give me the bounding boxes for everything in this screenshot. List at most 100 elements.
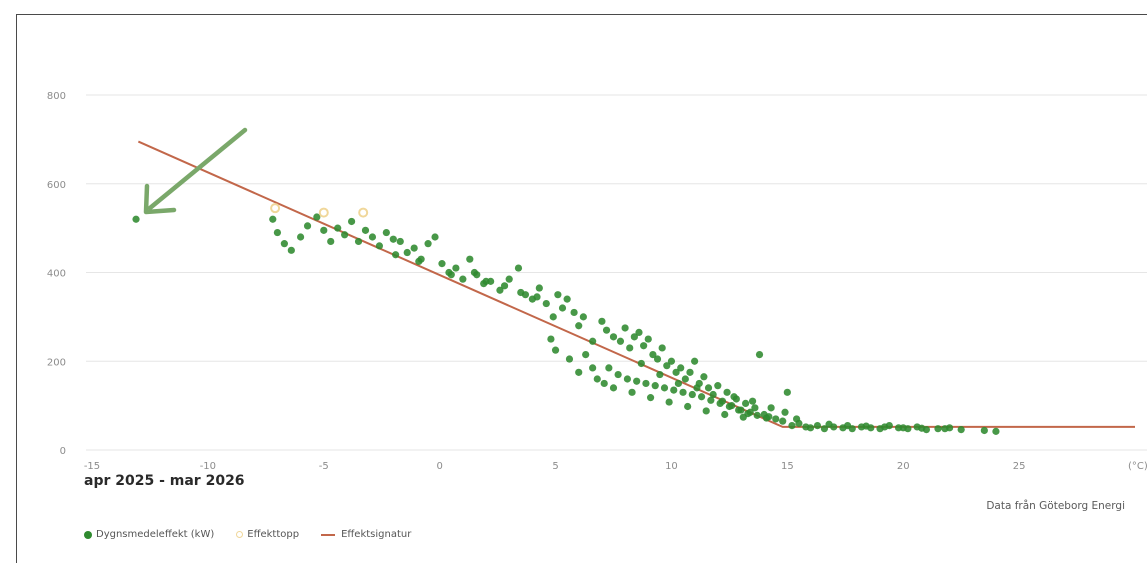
data-point xyxy=(735,406,743,414)
data-point xyxy=(709,390,717,399)
signature-line xyxy=(137,140,1135,428)
chart-frame xyxy=(16,14,1147,563)
data-point xyxy=(806,424,815,432)
data-point xyxy=(341,231,349,239)
data-point xyxy=(269,215,277,223)
data-point xyxy=(663,362,671,370)
data-point xyxy=(605,364,613,372)
data-point xyxy=(642,379,650,388)
data-point xyxy=(582,350,590,359)
data-point xyxy=(700,373,708,381)
y-tick-label: 200 xyxy=(47,357,66,368)
data-point xyxy=(609,333,618,341)
x-tick-label: 10 xyxy=(665,461,678,472)
data-point xyxy=(684,402,692,411)
data-point xyxy=(320,226,328,234)
data-point xyxy=(681,375,689,383)
data-point xyxy=(303,222,312,230)
data-point xyxy=(410,244,418,252)
data-point xyxy=(693,384,701,392)
data-point xyxy=(674,379,682,388)
data-point xyxy=(466,255,474,263)
data-point xyxy=(691,357,699,365)
data-point xyxy=(347,217,356,226)
peak-point xyxy=(318,207,329,218)
data-point xyxy=(633,377,641,385)
data-point xyxy=(748,397,757,405)
data-point xyxy=(579,313,587,321)
legend-line-icon xyxy=(321,533,336,536)
data-point xyxy=(992,427,1000,435)
data-point xyxy=(589,364,597,372)
data-point xyxy=(623,375,632,383)
data-point xyxy=(739,413,747,421)
data-point xyxy=(593,375,601,383)
data-point xyxy=(658,344,666,352)
data-point xyxy=(721,410,729,419)
data-point xyxy=(644,335,652,343)
data-point xyxy=(704,384,713,392)
arrow-shaft xyxy=(147,127,248,211)
data-point xyxy=(438,260,446,268)
x-tick-label: -10 xyxy=(200,461,216,472)
data-point xyxy=(600,379,608,388)
data-point xyxy=(334,224,342,232)
data-point xyxy=(667,357,676,365)
legend-item-daily: Dygnsmedeleffekt (kW) xyxy=(84,529,214,540)
legend-ring-icon xyxy=(236,531,244,538)
data-point xyxy=(570,308,578,317)
data-source-label: Data från Göteborg Energi xyxy=(986,500,1125,512)
data-point xyxy=(762,414,771,422)
data-point xyxy=(653,355,662,363)
data-point xyxy=(297,233,305,241)
data-point xyxy=(941,425,949,433)
peak-point xyxy=(358,207,369,218)
data-point xyxy=(589,337,597,345)
data-point xyxy=(751,404,759,412)
legend-item-peak: Effekttopp xyxy=(236,529,299,540)
data-point xyxy=(375,242,384,250)
y-tick-label: 800 xyxy=(47,91,66,102)
data-point xyxy=(980,426,988,435)
data-point xyxy=(779,417,787,425)
x-tick-label: 5 xyxy=(552,461,558,472)
chart-title: apr 2025 - mar 2026 xyxy=(84,473,245,489)
data-point xyxy=(788,421,796,430)
data-point xyxy=(772,415,780,423)
annotation-arrow-group xyxy=(143,127,248,215)
data-point xyxy=(389,235,397,243)
peak-point xyxy=(270,203,281,214)
data-point xyxy=(686,368,694,376)
data-point xyxy=(825,420,833,428)
data-point xyxy=(820,425,829,433)
data-point xyxy=(616,337,625,345)
data-point xyxy=(382,228,390,237)
signature-line-group xyxy=(137,140,1135,428)
daily-points-group xyxy=(132,213,1000,435)
x-tick-label: 0 xyxy=(436,461,442,472)
data-point xyxy=(609,384,618,392)
data-point xyxy=(558,304,567,312)
data-point xyxy=(646,394,655,402)
data-point xyxy=(714,382,722,390)
data-point xyxy=(707,396,715,404)
x-tick-label: -5 xyxy=(319,461,329,472)
data-point xyxy=(702,407,710,415)
data-point xyxy=(621,324,629,332)
data-point xyxy=(535,284,543,292)
x-axis-ticks: -15 -10 -5 0 5 10 15 20 25 (°C) xyxy=(84,461,1147,472)
data-point xyxy=(482,277,490,285)
data-point xyxy=(287,246,295,254)
y-tick-label: 0 xyxy=(60,446,66,457)
data-point xyxy=(716,399,724,408)
data-point xyxy=(626,344,634,352)
data-point xyxy=(514,264,523,272)
data-point xyxy=(651,382,659,390)
legend-label-signature: Effektsignatur xyxy=(341,529,412,540)
data-point xyxy=(934,425,942,433)
data-point xyxy=(602,326,611,334)
peak-points-group xyxy=(270,203,369,218)
data-point xyxy=(781,408,789,416)
x-tick-label: -15 xyxy=(84,461,100,472)
